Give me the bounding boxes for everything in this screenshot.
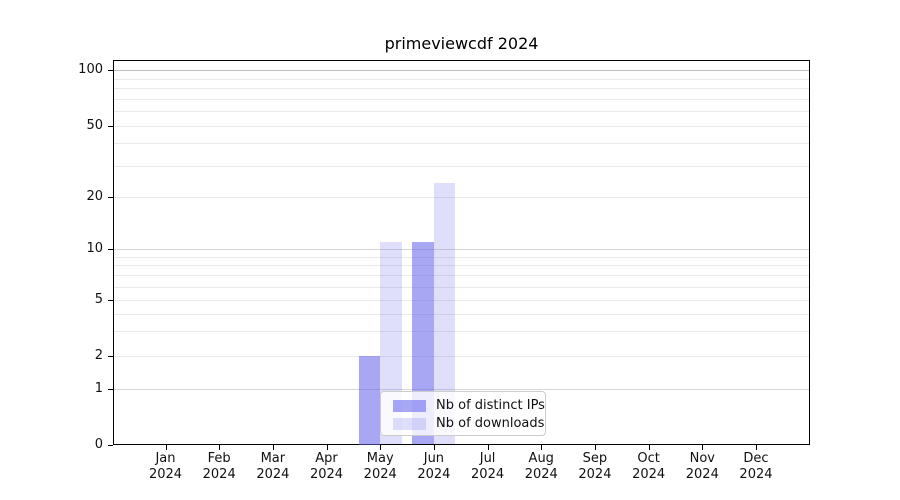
legend-label: Nb of distinct IPs — [436, 398, 545, 413]
x-tick-label: Jun 2024 — [394, 451, 474, 483]
legend-entry-downloads: Nb of downloads — [393, 415, 544, 432]
legend-entry-ips: Nb of distinct IPs — [393, 397, 545, 414]
plot-area: Nb of distinct IPs Nb of downloads — [113, 60, 810, 445]
legend: Nb of distinct IPs Nb of downloads — [380, 391, 546, 436]
x-tick-label: Aug 2024 — [501, 451, 581, 483]
y-tick — [108, 389, 113, 390]
x-tick-label: Nov 2024 — [662, 451, 742, 483]
legend-swatch-downloads — [393, 417, 426, 430]
y-tick-label: 20 — [86, 189, 103, 204]
gridline-3 — [114, 331, 809, 333]
x-tick-month: Dec — [743, 451, 769, 466]
y-tick-label: 0 — [94, 436, 103, 452]
x-tick-year: 2024 — [524, 467, 558, 482]
x-tick — [702, 445, 704, 450]
x-tick-year: 2024 — [632, 467, 666, 482]
legend-label: Nb of downloads — [436, 416, 545, 431]
y-tick-label: 100 — [78, 62, 103, 77]
gridline-9 — [114, 256, 809, 258]
y-tick-label: 5 — [94, 292, 103, 307]
x-tick — [165, 445, 167, 450]
x-tick — [487, 445, 489, 450]
x-tick-year: 2024 — [685, 467, 719, 482]
x-tick-label: Oct 2024 — [609, 451, 689, 483]
x-tick-month: Jul — [479, 451, 496, 466]
x-tick — [326, 445, 328, 450]
gridline-100 — [114, 70, 809, 71]
y-tick-label: 10 — [86, 241, 103, 256]
x-tick-month: Apr — [315, 451, 338, 466]
gridline-8 — [114, 265, 809, 267]
x-tick-label: Feb 2024 — [179, 451, 259, 483]
x-tick-label: Dec 2024 — [716, 451, 796, 483]
gridline-70 — [114, 98, 809, 100]
x-tick-month: Jun — [423, 451, 445, 466]
x-tick-label: Sep 2024 — [555, 451, 635, 483]
x-tick — [541, 445, 543, 450]
x-tick-year: 2024 — [202, 467, 236, 482]
y-tick — [108, 197, 113, 198]
y-tick-label: 50 — [86, 118, 103, 133]
gridline-4 — [114, 313, 809, 315]
x-tick-month: Mar — [260, 451, 286, 466]
x-tick-month: Aug — [528, 451, 554, 466]
y-tick — [108, 70, 113, 71]
x-tick-label: Jul 2024 — [448, 451, 528, 483]
gridline-5 — [114, 300, 809, 301]
x-tick-month: Sep — [582, 451, 608, 466]
gridline-90 — [114, 78, 809, 80]
x-tick — [380, 445, 382, 450]
x-tick-year: 2024 — [471, 467, 505, 482]
gridline-30 — [114, 165, 809, 167]
x-tick-year: 2024 — [256, 467, 290, 482]
gridline-1 — [114, 389, 809, 390]
y-tick — [108, 444, 113, 446]
x-tick-year: 2024 — [309, 467, 344, 482]
gridline-80 — [114, 88, 809, 90]
x-tick-year: 2024 — [739, 467, 773, 482]
chart-title: primeviewcdf 2024 — [384, 34, 539, 53]
x-tick — [219, 445, 221, 450]
bar-downloads-jun — [433, 182, 456, 445]
x-tick-label: Apr 2024 — [287, 451, 367, 483]
y-tick-label: 1 — [94, 381, 103, 396]
x-tick — [594, 445, 596, 450]
x-tick-month: May — [366, 451, 394, 466]
y-tick — [108, 356, 113, 357]
x-tick-month: Jan — [155, 451, 176, 466]
x-tick-month: Nov — [689, 451, 715, 466]
y-tick — [108, 300, 113, 301]
x-tick-year: 2024 — [578, 467, 612, 482]
bar-ips-may — [358, 356, 381, 445]
legend-swatch-ips — [393, 399, 426, 412]
x-tick — [648, 445, 650, 450]
gridline-40 — [114, 143, 809, 145]
gridline-50 — [114, 126, 809, 127]
x-tick — [272, 445, 274, 450]
x-tick-month: Oct — [637, 451, 660, 466]
x-tick-label: Jan 2024 — [126, 451, 206, 483]
x-tick — [433, 445, 435, 450]
x-tick-year: 2024 — [148, 467, 183, 482]
gridline-7 — [114, 275, 809, 277]
y-tick — [108, 126, 113, 127]
x-tick-month: Feb — [207, 451, 231, 466]
x-tick — [755, 445, 757, 450]
y-tick-label: 2 — [94, 348, 103, 363]
gridline-6 — [114, 286, 809, 288]
x-tick-year: 2024 — [417, 467, 451, 482]
x-tick-year: 2024 — [363, 467, 397, 482]
y-tick — [108, 249, 113, 250]
x-tick-label: May 2024 — [340, 451, 420, 483]
gridline-20 — [114, 197, 809, 198]
gridline-10 — [114, 249, 809, 250]
x-tick-label: Mar 2024 — [233, 451, 313, 483]
gridline-60 — [114, 111, 809, 113]
gridline-2 — [114, 356, 809, 357]
